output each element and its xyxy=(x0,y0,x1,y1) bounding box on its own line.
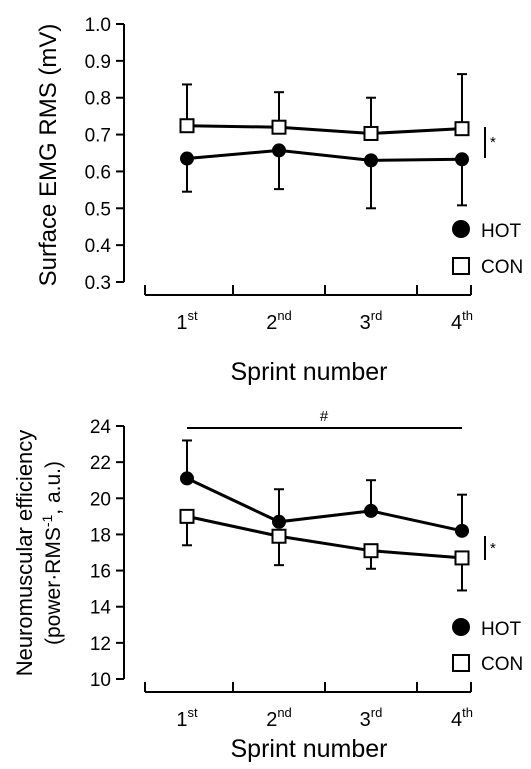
panel-emg: 1.0 0.9 0.8 0.7 0.6 0.5 0.4 0.3 1st 2nd 3rd 4th Su… xyxy=(35,15,523,386)
point-hot xyxy=(364,503,378,518)
data-points xyxy=(179,471,470,566)
y-axis-label-line2-sup: -1 xyxy=(39,514,55,527)
significance-star: * xyxy=(490,540,496,557)
point-con xyxy=(271,528,287,544)
y-tick-label: 0.5 xyxy=(85,199,111,220)
significance-star: * xyxy=(490,134,496,151)
x-tick-label: 4th xyxy=(451,705,473,731)
point-hot xyxy=(272,143,286,158)
legend-label-hot: HOT xyxy=(481,619,522,640)
point-hot xyxy=(272,514,286,529)
legend-marker-hot xyxy=(452,220,470,238)
y-tick-label: 0.8 xyxy=(85,89,111,110)
data-points xyxy=(179,118,470,168)
series-line-con xyxy=(186,514,463,560)
legend-label-hot: HOT xyxy=(481,221,522,242)
x-axis-label: Sprint number xyxy=(230,735,387,763)
y-tick-label: 22 xyxy=(90,453,111,474)
y-axis-label-line2-post: , a.u.) xyxy=(42,461,65,515)
legend-label-con: CON xyxy=(481,257,523,278)
y-tick-label: 10 xyxy=(90,670,111,691)
y-tick-label: 18 xyxy=(90,525,111,546)
x-tick-label: 3rd xyxy=(360,308,383,334)
point-hot xyxy=(180,471,194,486)
y-tick-label: 16 xyxy=(90,562,111,583)
point-hot xyxy=(455,152,469,167)
x-ticks: 1st 2nd 3rd 4th xyxy=(144,285,473,334)
y-tick-label: 0.3 xyxy=(85,273,111,294)
x-tick-label: 2nd xyxy=(266,705,292,731)
x-tick-label: 1st xyxy=(176,705,198,731)
series-line-con xyxy=(186,124,463,135)
x-tick-label: 4th xyxy=(451,308,473,334)
legend-marker-hot xyxy=(452,618,470,636)
y-ticks: 24 22 20 18 16 14 12 10 xyxy=(90,417,124,691)
series-lines xyxy=(186,124,463,162)
significance-marker: * xyxy=(484,536,496,560)
x-tick-label: 1st xyxy=(176,308,198,334)
point-con xyxy=(454,121,470,137)
series-lines xyxy=(186,477,463,560)
y-tick-label: 14 xyxy=(90,598,112,619)
legend: HOT CON xyxy=(452,618,523,675)
y-tick-label: 12 xyxy=(90,634,111,655)
y-tick-label: 1.0 xyxy=(85,15,111,36)
panel-nme: 24 22 20 18 16 14 12 10 1st 2nd 3rd 4th Neuromuscu… xyxy=(12,408,523,763)
bracket-label: # xyxy=(320,408,329,425)
x-tick-label: 3rd xyxy=(360,705,383,731)
legend-label-con: CON xyxy=(481,654,523,675)
point-hot xyxy=(364,153,378,168)
y-ticks: 1.0 0.9 0.8 0.7 0.6 0.5 0.4 0.3 xyxy=(85,15,124,294)
y-tick-label: 0.9 xyxy=(85,52,111,73)
y-tick-label: 0.6 xyxy=(85,162,111,183)
legend: HOT CON xyxy=(452,220,523,278)
x-axis-label: Sprint number xyxy=(230,358,387,386)
point-con xyxy=(271,119,287,135)
significance-marker: * xyxy=(484,127,496,158)
legend-marker-con xyxy=(452,257,470,275)
point-hot xyxy=(180,151,194,166)
x-tick-label: 2nd xyxy=(266,308,292,334)
y-axis-label-line1: Neuromuscular efficiency xyxy=(12,430,37,677)
legend-marker-con xyxy=(452,654,470,672)
x-ticks: 1st 2nd 3rd 4th xyxy=(144,682,473,731)
point-con xyxy=(363,543,379,559)
point-hot xyxy=(455,523,469,538)
comparison-bracket: # xyxy=(187,408,462,429)
error-bars xyxy=(182,73,467,210)
point-con xyxy=(179,508,195,524)
point-con xyxy=(454,550,470,566)
y-tick-label: 20 xyxy=(90,489,111,510)
point-con xyxy=(179,118,195,134)
y-axis-label: Neuromuscular efficiency (power·RMS-1, a… xyxy=(12,430,65,677)
y-tick-label: 24 xyxy=(90,417,112,438)
y-axis-label: Surface EMG RMS (mV) xyxy=(35,24,62,287)
y-axis-label-line2: (power·RMS-1, a.u.) xyxy=(39,461,65,645)
series-line-hot xyxy=(186,148,463,162)
y-tick-label: 0.7 xyxy=(85,126,111,147)
y-tick-label: 0.4 xyxy=(85,236,112,257)
point-con xyxy=(363,125,379,141)
series-line-hot xyxy=(186,477,463,533)
y-axis-label-line2-pre: (power·RMS xyxy=(42,527,65,645)
